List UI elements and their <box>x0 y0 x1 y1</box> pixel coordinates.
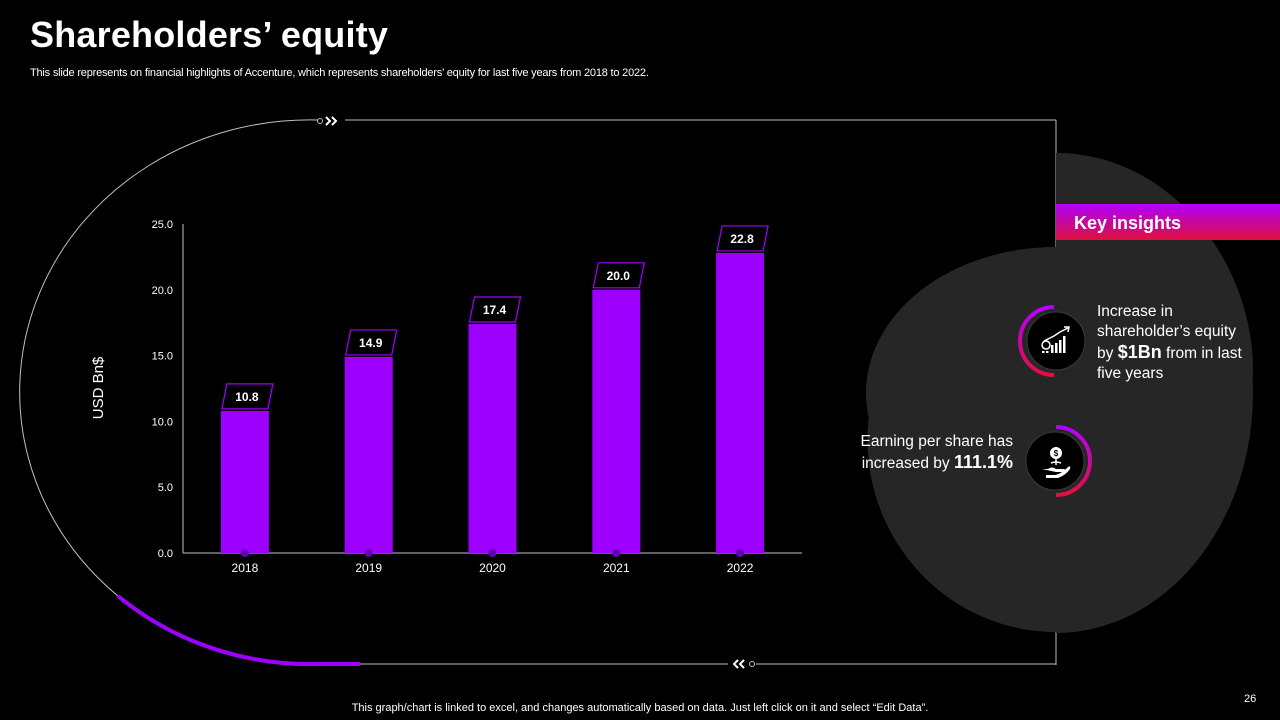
y-tick-label: 0.0 <box>158 548 173 560</box>
frame-arc <box>19 119 319 597</box>
data-label-box <box>344 329 398 356</box>
insight-eps-bold: 111.1% <box>953 452 1013 472</box>
data-label-box <box>592 262 646 289</box>
data-label: 17.4 <box>483 303 507 317</box>
page-subtitle: This slide represents on financial highl… <box>30 67 649 79</box>
y-tick-label: 15.0 <box>152 351 173 363</box>
insight-equity-pre: Increase in shareholder’s equity by <box>1097 303 1237 362</box>
hand-money-icon: $ <box>1025 425 1092 497</box>
data-label: 14.9 <box>359 336 383 350</box>
y-axis-label: USD Bn$ <box>90 356 107 419</box>
panel-right-upper <box>1056 153 1253 538</box>
insight-equity-bold: $1Bn <box>1117 342 1162 362</box>
bar-base-dot <box>736 549 745 557</box>
key-insights-label: Key insights <box>1074 213 1182 233</box>
data-label: 22.8 <box>730 232 754 246</box>
data-label: 20.0 <box>607 269 631 283</box>
top-arrow-icon <box>325 116 338 126</box>
key-insights-header: Key insights <box>1056 204 1280 240</box>
x-tick-label: 2022 <box>727 561 754 575</box>
bottom-arrow-icon <box>732 659 745 669</box>
bar <box>220 410 269 553</box>
frame-arc-accent <box>116 594 360 667</box>
data-label: 10.8 <box>235 390 259 404</box>
top-arrow-dot <box>317 118 323 124</box>
panel-big-left <box>867 246 1056 632</box>
insight-eps-pre: Earning per share has increased by <box>860 433 1013 472</box>
x-tick-label: 2020 <box>479 561 506 575</box>
bar <box>716 252 765 553</box>
chart-group: 0.0 5.0 10.0 15.0 20.0 25.0 USD Bn$ 10.8 2018 14.… <box>90 219 802 575</box>
svg-text:$: $ <box>1054 449 1059 458</box>
y-tick-label: 25.0 <box>152 219 173 231</box>
x-tick-label: 2021 <box>603 561 630 575</box>
data-label-box <box>716 225 769 252</box>
x-tick-label: 2019 <box>355 561 382 575</box>
y-tick-label: 10.0 <box>152 416 173 428</box>
y-tick-label: 5.0 <box>158 482 173 494</box>
data-label-box <box>221 383 274 410</box>
growth-chart-icon <box>1018 305 1086 377</box>
data-label-box <box>468 296 522 323</box>
insight-equity-post: from in last five years <box>1097 345 1242 382</box>
insight-equity-text: Increase in shareholder’s equity by $1Bn… <box>1097 302 1247 384</box>
bar-base-dot <box>240 549 249 557</box>
bar-base-dot <box>612 549 621 557</box>
bar <box>468 324 517 553</box>
bar-base-dot <box>364 549 373 557</box>
page-number: 26 <box>1244 693 1257 705</box>
bar <box>592 289 641 553</box>
bottom-arrow-dot <box>749 661 755 667</box>
bar <box>344 356 393 553</box>
footer-note: This graph/chart is linked to excel, and… <box>351 702 929 714</box>
bar-base-dot <box>488 549 497 557</box>
page-title: Shareholders’ equity <box>30 14 389 55</box>
x-tick-label: 2018 <box>232 561 259 575</box>
y-tick-label: 20.0 <box>152 285 173 297</box>
insight-eps-text: Earning per share has increased by 111.1… <box>858 432 1013 474</box>
